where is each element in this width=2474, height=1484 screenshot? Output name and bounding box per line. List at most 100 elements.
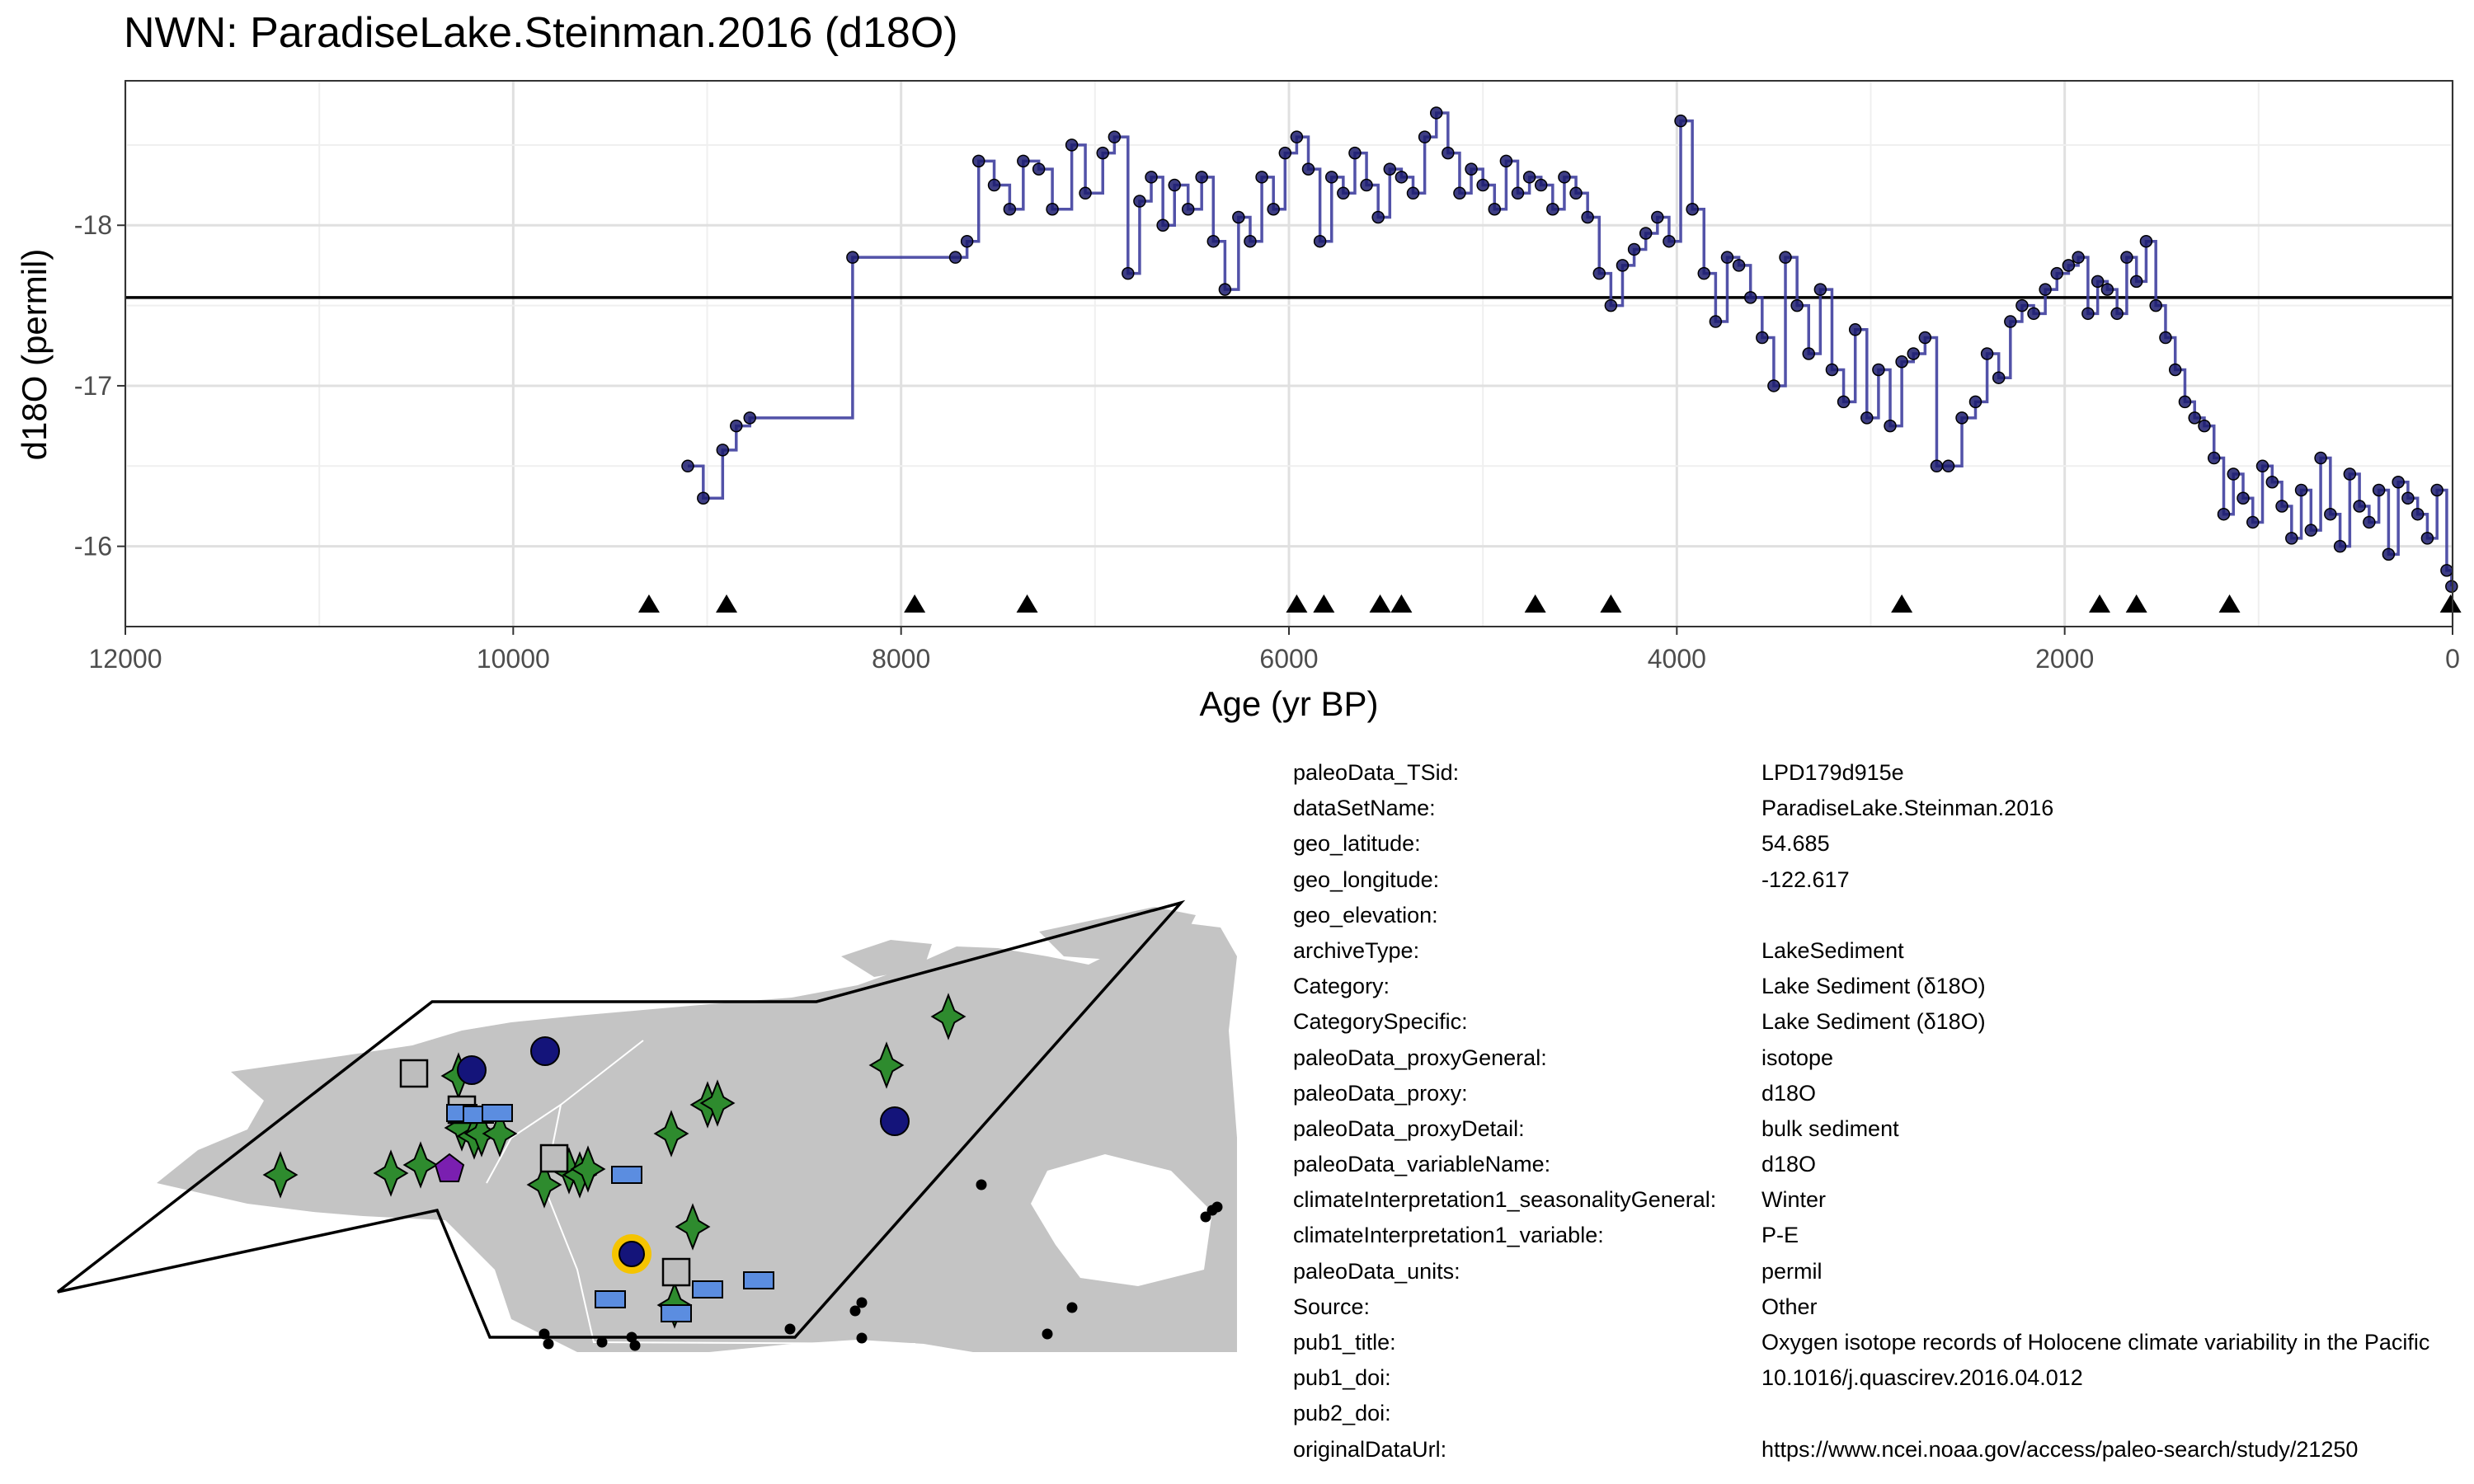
site-dot — [543, 1338, 554, 1350]
data-point — [2333, 539, 2347, 553]
data-point — [2198, 419, 2211, 433]
metadata-value: 10.1016/j.quascirev.2016.04.012 — [1761, 1365, 2083, 1391]
metadata-row: pub2_doi: — [1293, 1401, 2474, 1436]
metadata-value: LakeSediment — [1761, 937, 1904, 963]
data-point — [2401, 491, 2415, 505]
data-point — [1627, 242, 1641, 256]
metadata-key: archiveType: — [1293, 937, 1420, 963]
site-dot — [784, 1323, 796, 1335]
data-point — [1895, 355, 1908, 369]
data-point — [730, 419, 743, 433]
data-point — [2168, 363, 2182, 377]
data-point — [2217, 507, 2231, 521]
data-point — [2275, 500, 2288, 513]
site-dot — [626, 1331, 637, 1343]
data-point — [2255, 459, 2269, 473]
metadata-value: Lake Sediment (δ18O) — [1761, 1009, 1986, 1035]
site-dot — [976, 1179, 987, 1190]
data-point — [1079, 186, 1092, 200]
data-point — [1395, 171, 1409, 184]
data-point — [2178, 395, 2192, 409]
metadata-value: bulk sediment — [1761, 1115, 1899, 1141]
data-point — [2343, 467, 2357, 481]
data-point — [1980, 347, 1994, 360]
data-point — [743, 411, 756, 425]
data-point — [1290, 130, 1304, 143]
data-point — [2110, 307, 2124, 321]
metadata-row: dataSetName: ParadiseLake.Steinman.2016 — [1293, 796, 2474, 831]
data-point — [1930, 459, 1944, 473]
data-point — [1108, 130, 1122, 143]
data-point — [2440, 564, 2453, 577]
x-axis-label: Age (yr BP) — [1199, 684, 1378, 723]
land-northern-islands — [841, 940, 932, 977]
metadata-value: Lake Sediment (δ18O) — [1761, 974, 1986, 999]
square-symbol — [661, 1257, 691, 1287]
data-point — [1848, 323, 1862, 336]
data-point — [1267, 203, 1280, 216]
metadata-row: geo_elevation: — [1293, 903, 2474, 938]
age-marker — [1016, 594, 1038, 613]
metadata-row: pub1_doi: 10.1016/j.quascirev.2016.04.012 — [1293, 1365, 2474, 1401]
data-point — [1825, 363, 1839, 377]
site-dot — [849, 1305, 861, 1317]
data-point — [2207, 451, 2221, 465]
data-point — [846, 251, 859, 264]
metadata-row: paleoData_units: permil — [1293, 1259, 2474, 1294]
x-axis-ticks: 12000 10000 8000 6000 4000 2000 0 — [89, 627, 2460, 674]
data-point — [1860, 411, 1874, 425]
metadata-row: paleoData_proxyGeneral: isotope — [1293, 1045, 2474, 1081]
data-point — [1813, 283, 1827, 296]
age-marker — [1524, 594, 1546, 613]
data-point — [716, 444, 730, 457]
site-dot — [856, 1332, 868, 1344]
data-point — [1429, 106, 1443, 120]
circle-symbol — [457, 1055, 487, 1085]
age-marker — [637, 594, 660, 613]
data-point — [1779, 251, 1792, 264]
data-point — [1301, 162, 1315, 176]
metadata-key: pub1_title: — [1293, 1330, 1396, 1355]
data-point — [1918, 331, 1932, 345]
star-symbol — [262, 1151, 299, 1199]
data-point — [1697, 266, 1711, 280]
age-marker — [2125, 594, 2147, 613]
metadata-key: originalDataUrl: — [1293, 1436, 1447, 1462]
data-point — [2027, 307, 2040, 321]
y-axis-label: d18O (permil) — [15, 249, 54, 461]
data-point — [1709, 315, 1723, 328]
star-symbol — [699, 1079, 736, 1127]
data-point — [1218, 283, 1232, 296]
data-point — [1168, 178, 1182, 192]
metadata-key: geo_latitude: — [1293, 831, 1421, 857]
age-marker — [2218, 594, 2241, 613]
data-point — [2120, 251, 2133, 264]
data-point — [1581, 210, 1594, 224]
site-dot — [1042, 1328, 1053, 1340]
metadata-row: paleoData_proxy: d18O — [1293, 1081, 2474, 1116]
data-point — [1955, 411, 1968, 425]
metadata-key: pub1_doi: — [1293, 1365, 1391, 1391]
metadata-value: -122.617 — [1761, 866, 1850, 892]
square-symbol — [539, 1144, 569, 1173]
star-symbol — [653, 1110, 689, 1158]
rectangle-symbol — [692, 1280, 723, 1298]
age-marker — [1600, 594, 1622, 613]
metadata-key: Source: — [1293, 1294, 1371, 1319]
metadata-value: P-E — [1761, 1223, 1799, 1248]
data-point — [1992, 371, 2006, 384]
data-point — [697, 491, 710, 505]
data-point — [1592, 266, 1606, 280]
age-marker — [1313, 594, 1335, 613]
data-point — [1046, 203, 1059, 216]
data-point — [1032, 162, 1046, 176]
data-point — [2129, 275, 2143, 289]
data-point — [1802, 347, 1815, 360]
metadata-row: paleoData_variableName: d18O — [1293, 1152, 2474, 1187]
metadata-value: https://www.ncei.noaa.gov/access/paleo-s… — [1761, 1436, 2359, 1462]
data-point — [1488, 203, 1502, 216]
site-dot — [856, 1297, 868, 1308]
data-point — [1406, 186, 1420, 200]
metadata-key: paleoData_TSid: — [1293, 760, 1460, 785]
series-d18o — [681, 106, 2458, 594]
